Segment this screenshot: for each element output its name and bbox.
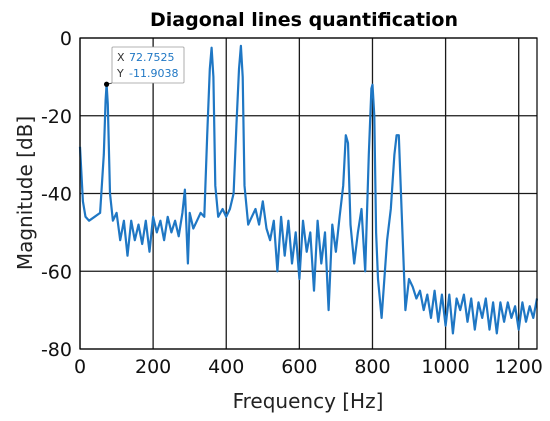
x-tick-label-0: 0 — [74, 356, 86, 378]
y-tick-label-3: -60 — [41, 261, 72, 283]
y-tick-label-1: -20 — [41, 106, 72, 128]
x-axis-label: Frequency [Hz] — [233, 389, 384, 413]
y-axis-ticks: 0 -20 -40 -60 -80 — [41, 28, 72, 361]
chart-title: Diagonal lines quantification — [150, 9, 458, 31]
x-tick-label-2: 400 — [208, 356, 244, 378]
y-tick-label-4: -80 — [41, 339, 72, 361]
y-axis-label: Magnitude [dB] — [13, 116, 37, 270]
x-axis-ticks: 0 200 400 600 800 1000 1200 — [74, 356, 543, 378]
data-tip[interactable]: X 72.7525 Y -11.9038 — [103, 46, 185, 87]
x-tick-label-4: 800 — [354, 356, 390, 378]
data-tip-y-value: -11.9038 — [129, 67, 178, 80]
y-tick-label-0: 0 — [60, 28, 72, 50]
y-tick-label-2: -40 — [41, 184, 72, 206]
data-tip-y-label: Y — [116, 67, 124, 80]
data-tip-x-label: X — [117, 51, 125, 64]
series-line-group — [78, 44, 539, 335]
x-tick-label-1: 200 — [135, 356, 171, 378]
x-tick-label-6: 1200 — [495, 356, 543, 378]
data-tip-box — [111, 46, 185, 84]
grid-lines — [79, 37, 537, 350]
x-tick-label-5: 1000 — [421, 356, 469, 378]
x-tick-label-3: 600 — [281, 356, 317, 378]
series-line — [78, 44, 539, 335]
data-tip-marker — [103, 81, 110, 87]
data-tip-x-value: 72.7525 — [129, 51, 175, 64]
plot-area-frame — [79, 37, 538, 350]
